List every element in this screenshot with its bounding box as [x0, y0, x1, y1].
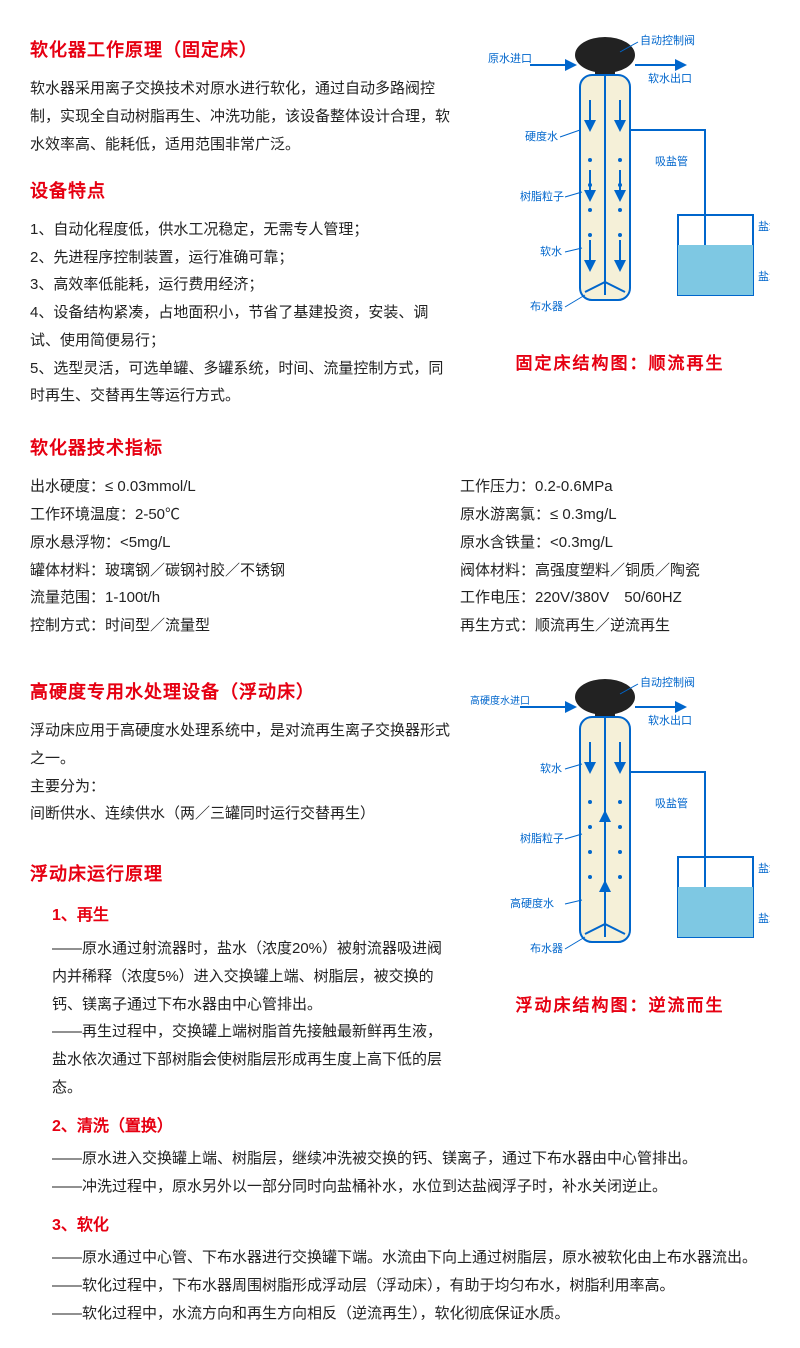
heading-floating-bed: 高硬度专用水处理设备（浮动床） [30, 676, 450, 709]
step3-title: 3、软化 [52, 1211, 770, 1241]
heading-floating-principle: 浮动床运行原理 [30, 858, 450, 891]
svg-text:布水器: 布水器 [530, 942, 563, 955]
svg-text:原水进口: 原水进口 [488, 52, 532, 65]
spec-l1: 出水硬度：≤ 0.03mmol/L [30, 473, 460, 501]
step1-title: 1、再生 [52, 901, 450, 931]
para-fixed-bed: 软水器采用离子交换技术对原水进行软化，通过自动多路阀控制，实现全自动树脂再生、冲… [30, 75, 450, 158]
svg-text:软水: 软水 [540, 761, 562, 775]
svg-text:高硬度水: 高硬度水 [510, 896, 554, 910]
spec-r4: 阀体材料：高强度塑料／铜质／陶瓷 [460, 557, 770, 585]
step2-b: ——冲洗过程中，原水另外以一部分同时向盐桶补水，水位到达盐阀浮子时，补水关闭逆止… [52, 1173, 770, 1201]
spec-r1: 工作压力：0.2-0.6MPa [460, 473, 770, 501]
step3-b: ——软化过程中，下布水器周围树脂形成浮动层（浮动床），有助于均匀布水，树脂利用率… [52, 1272, 770, 1300]
heading-specs: 软化器技术指标 [30, 432, 770, 465]
svg-text:吸盐管: 吸盐管 [655, 154, 688, 168]
svg-text:盐箱: 盐箱 [758, 219, 770, 233]
spec-l6: 控制方式：时间型／流量型 [30, 612, 460, 640]
step3-c: ——软化过程中，水流方向和再生方向相反（逆流再生），软化彻底保证水质。 [52, 1300, 770, 1328]
spec-l4: 罐体材料：玻璃钢／碳钢衬胶／不锈钢 [30, 557, 460, 585]
svg-text:软水: 软水 [540, 244, 562, 258]
spec-r6: 再生方式：顺流再生／逆流再生 [460, 612, 770, 640]
floating-bed-svg: 自动控制阀 高硬度水进口 软水出口 软水 吸盐管 树脂粒子 高硬度水 布水器 盐… [470, 662, 770, 982]
diagram-floating-bed: 自动控制阀 高硬度水进口 软水出口 软水 吸盐管 树脂粒子 高硬度水 布水器 盐… [470, 662, 770, 1021]
spec-l2: 工作环境温度：2-50℃ [30, 501, 460, 529]
svg-text:盐箱: 盐箱 [758, 861, 770, 875]
svg-text:吸盐管: 吸盐管 [655, 796, 688, 810]
heading-features: 设备特点 [30, 175, 450, 208]
spec-r5: 工作电压：220V/380V 50/60HZ [460, 584, 770, 612]
svg-text:树脂粒子: 树脂粒子 [520, 831, 564, 845]
feature-3: 3、高效率低能耗，运行费用经济； [30, 271, 450, 299]
fixed-bed-svg: 自动控制阀 原水进口 软水出口 硬度水 吸盐管 树脂粒子 软水 布水器 盐箱 盐… [470, 20, 770, 340]
s4-p1: 浮动床应用于高硬度水处理系统中，是对流再生离子交换器形式之一。 [30, 717, 450, 773]
svg-text:自动控制阀: 自动控制阀 [640, 675, 695, 689]
feature-5: 5、选型灵活，可选单罐、多罐系统，时间、流量控制方式，同时再生、交替再生等运行方… [30, 355, 450, 411]
step2-a: ——原水进入交换罐上端、树脂层，继续冲洗被交换的钙、镁离子，通过下布水器由中心管… [52, 1145, 770, 1173]
step1-a: ——原水通过射流器时，盐水（浓度20%）被射流器吸进阀内并稀释（浓度5%）进入交… [52, 935, 450, 1018]
svg-text:软水出口: 软水出口 [648, 71, 692, 85]
spec-r3: 原水含铁量：<0.3mg/L [460, 529, 770, 557]
specs-table: 出水硬度：≤ 0.03mmol/L 工作环境温度：2-50℃ 原水悬浮物：<5m… [30, 473, 770, 640]
svg-text:自动控制阀: 自动控制阀 [640, 33, 695, 47]
features-list: 1、自动化程度低，供水工况稳定，无需专人管理； 2、先进程序控制装置，运行准确可… [30, 216, 450, 410]
feature-4: 4、设备结构紧凑，占地面积小，节省了基建投资，安装、调试、使用简便易行； [30, 299, 450, 355]
diagram-fixed-bed: 自动控制阀 原水进口 软水出口 硬度水 吸盐管 树脂粒子 软水 布水器 盐箱 盐… [470, 20, 770, 379]
svg-text:盐水: 盐水 [758, 270, 770, 283]
spec-l5: 流量范围：1-100t/h [30, 584, 460, 612]
svg-text:盐水: 盐水 [758, 912, 770, 925]
svg-text:软水出口: 软水出口 [648, 713, 692, 727]
diagram2-caption: 浮动床结构图：逆流而生 [516, 990, 725, 1021]
spec-l3: 原水悬浮物：<5mg/L [30, 529, 460, 557]
s4-p2: 主要分为： [30, 773, 450, 801]
spec-r2: 原水游离氯：≤ 0.3mg/L [460, 501, 770, 529]
step3-a: ——原水通过中心管、下布水器进行交换罐下端。水流由下向上通过树脂层，原水被软化由… [52, 1244, 770, 1272]
s4-p3: 间断供水、连续供水（两／三罐同时运行交替再生） [30, 800, 450, 828]
svg-text:硬度水: 硬度水 [525, 129, 558, 143]
feature-2: 2、先进程序控制装置，运行准确可靠； [30, 244, 450, 272]
diagram1-caption: 固定床结构图：顺流再生 [516, 348, 725, 379]
svg-text:树脂粒子: 树脂粒子 [520, 189, 564, 203]
feature-1: 1、自动化程度低，供水工况稳定，无需专人管理； [30, 216, 450, 244]
step1-b: ——再生过程中，交换罐上端树脂首先接触最新鲜再生液，盐水依次通过下部树脂会使树脂… [52, 1018, 450, 1101]
svg-text:布水器: 布水器 [530, 300, 563, 313]
heading-fixed-bed: 软化器工作原理（固定床） [30, 34, 450, 67]
step2-title: 2、清洗（置换） [52, 1112, 770, 1142]
svg-text:高硬度水进口: 高硬度水进口 [470, 694, 530, 707]
